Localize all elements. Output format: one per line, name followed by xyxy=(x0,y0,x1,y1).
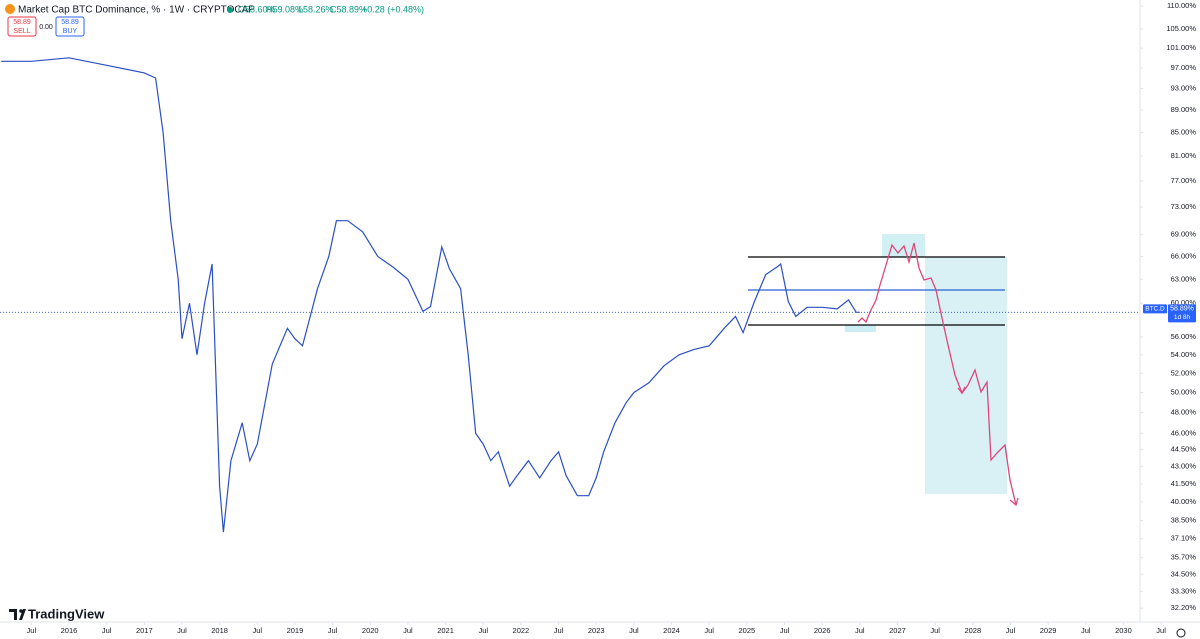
y-tick-label: 101.00% xyxy=(1166,43,1196,52)
x-tick-label: Jul xyxy=(855,626,865,635)
status-dot xyxy=(227,7,233,13)
y-tick-label: 54.00% xyxy=(1171,350,1197,359)
last-price-symbol: BTC.D xyxy=(1145,306,1165,313)
x-tick-label: Jul xyxy=(1156,626,1166,635)
y-tick-label: 32.20% xyxy=(1171,603,1197,612)
x-tick-label: 2029 xyxy=(1040,626,1057,635)
brand-logo xyxy=(19,609,23,613)
y-tick-label: 105.00% xyxy=(1166,24,1196,33)
ohlc-high: H59.08% xyxy=(266,4,303,14)
y-tick-label: 46.00% xyxy=(1171,428,1197,437)
ohlc-low: L58.26% xyxy=(298,4,334,14)
sell-price[interactable]: 58.89 xyxy=(13,19,31,26)
arrow-head xyxy=(1009,497,1019,507)
buy-button[interactable] xyxy=(55,16,85,37)
projection-box xyxy=(845,325,876,332)
last-price-tag xyxy=(1168,304,1196,323)
y-tick-label: 41.50% xyxy=(1171,479,1197,488)
settings-icon[interactable] xyxy=(1176,628,1186,638)
x-tick-label: Jul xyxy=(328,626,338,635)
x-tick-label: 2019 xyxy=(287,626,304,635)
x-tick-label: Jul xyxy=(629,626,639,635)
x-tick-label: Jul xyxy=(780,626,790,635)
x-tick-label: Jul xyxy=(1081,626,1091,635)
y-tick-label: 48.00% xyxy=(1171,407,1197,416)
x-tick-label: 2016 xyxy=(61,626,78,635)
x-tick-label: 2025 xyxy=(739,626,756,635)
y-tick-label: 43.00% xyxy=(1171,461,1197,470)
y-tick-label: 77.00% xyxy=(1171,176,1197,185)
plot xyxy=(0,57,1140,533)
buy-price[interactable]: 58.89 xyxy=(61,19,79,26)
symbol: Market Cap BTC Dominance, % · 1W · CRYPT… xyxy=(18,5,255,16)
x-tick-label: 2020 xyxy=(362,626,379,635)
ohlc-close: C58.89% xyxy=(330,4,367,14)
y-tick-label: 93.00% xyxy=(1171,83,1197,92)
x-tick-label: Jul xyxy=(252,626,262,635)
x-tick-label: 2028 xyxy=(964,626,981,635)
ohlc-open: O58.60% xyxy=(238,4,276,14)
projection-path xyxy=(857,242,1017,506)
x-tick-label: Jul xyxy=(478,626,488,635)
x-tick-label: 2024 xyxy=(663,626,680,635)
x-tick-label: 2017 xyxy=(136,626,153,635)
x-tick-label: 2021 xyxy=(437,626,454,635)
y-tick-label: 50.00% xyxy=(1171,387,1197,396)
y-tick-label: 34.50% xyxy=(1171,569,1197,578)
y-tick-label: 56.00% xyxy=(1171,332,1197,341)
x-tick-label: 2023 xyxy=(588,626,605,635)
x-tick-label: Jul xyxy=(554,626,564,635)
projection-box xyxy=(882,234,925,257)
x-tick-label: Jul xyxy=(403,626,413,635)
y-tick-label: 81.00% xyxy=(1171,151,1197,160)
sell-label[interactable]: SELL xyxy=(13,28,30,35)
price-line xyxy=(1,57,860,533)
y-tick-label: 52.00% xyxy=(1171,368,1197,377)
y-tick-label: 38.50% xyxy=(1171,516,1197,525)
y-tick-label: 69.00% xyxy=(1171,230,1197,239)
last-price-countdown: 1d 8h xyxy=(1174,314,1191,321)
y-tick-label: 110.00% xyxy=(1167,1,1196,10)
sell-button[interactable] xyxy=(7,16,37,37)
x-tick-label: Jul xyxy=(102,626,112,635)
x-tick-label: Jul xyxy=(177,626,187,635)
y-tick-label: 89.00% xyxy=(1171,105,1197,114)
y-tick-label: 37.10% xyxy=(1171,534,1197,543)
x-tick-label: Jul xyxy=(1006,626,1016,635)
x-tick-label: Jul xyxy=(27,626,37,635)
y-tick-label: 40.00% xyxy=(1171,497,1197,506)
x-tick-label: 2026 xyxy=(814,626,831,635)
x-tick-label: 2022 xyxy=(513,626,530,635)
change: +0.28 (+0.48%) xyxy=(362,4,424,14)
buy-label[interactable]: BUY xyxy=(63,28,78,35)
x-tick-label: 2027 xyxy=(889,626,906,635)
brand-name: TradingView xyxy=(28,606,105,621)
brand-logo xyxy=(9,609,26,620)
y-tick-label: 44.50% xyxy=(1171,445,1197,454)
y-tick-label: 33.30% xyxy=(1171,587,1197,596)
y-tick-label: 60.00% xyxy=(1171,298,1197,307)
x-tick-label: Jul xyxy=(704,626,714,635)
last-price-tag xyxy=(1143,304,1167,314)
x-tick-label: 2030 xyxy=(1115,626,1132,635)
coin-icon xyxy=(5,4,15,14)
y-tick-label: 73.00% xyxy=(1171,202,1197,211)
last-price-label: 58.89% xyxy=(1170,306,1194,313)
projection-box xyxy=(925,257,1007,494)
x-tick-label: Jul xyxy=(930,626,940,635)
spread: 0.00 xyxy=(39,24,53,31)
x-tick-label: 2018 xyxy=(211,626,228,635)
y-tick-label: 63.00% xyxy=(1171,274,1197,283)
y-tick-label: 66.00% xyxy=(1171,251,1197,260)
y-tick-label: 97.00% xyxy=(1171,63,1197,72)
arrow-head xyxy=(957,386,966,395)
y-tick-label: 85.00% xyxy=(1171,128,1197,137)
y-tick-label: 35.70% xyxy=(1171,553,1197,562)
